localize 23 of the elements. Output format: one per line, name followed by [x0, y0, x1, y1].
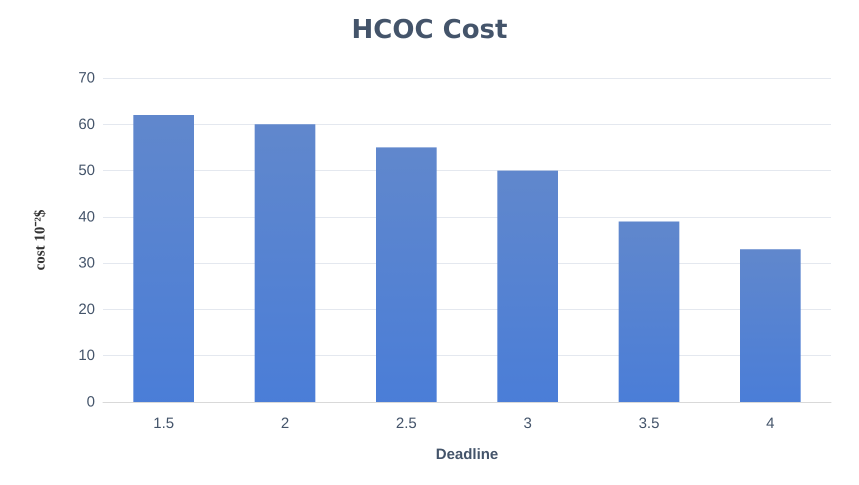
y-tick-label: 20 — [78, 300, 95, 318]
y-tick-label: 50 — [78, 162, 95, 180]
x-tick-label: 2.5 — [396, 415, 417, 432]
bar — [618, 221, 680, 402]
bar — [497, 170, 558, 402]
bar — [133, 115, 194, 402]
y-tick-label: 30 — [78, 254, 95, 272]
x-axis-title: Deadline — [436, 446, 498, 463]
y-tick-label: 60 — [78, 116, 95, 133]
x-tick-label: 3 — [523, 415, 532, 432]
bar — [740, 249, 801, 402]
y-axis-title: cost 10⁻²$ — [32, 209, 48, 270]
chart-title: HCOC Cost — [352, 15, 508, 45]
y-tick-label: 40 — [78, 208, 95, 226]
y-tick-label: 0 — [86, 394, 95, 410]
bar — [254, 124, 316, 402]
x-tick-label: 1.5 — [153, 415, 174, 432]
x-tick-label: 4 — [766, 415, 775, 432]
bar — [376, 147, 437, 402]
x-tick-label: 2 — [280, 415, 290, 432]
y-tick-label: 10 — [78, 347, 95, 364]
x-tick-label: 3.5 — [638, 415, 660, 432]
y-tick-label: 70 — [78, 70, 95, 86]
